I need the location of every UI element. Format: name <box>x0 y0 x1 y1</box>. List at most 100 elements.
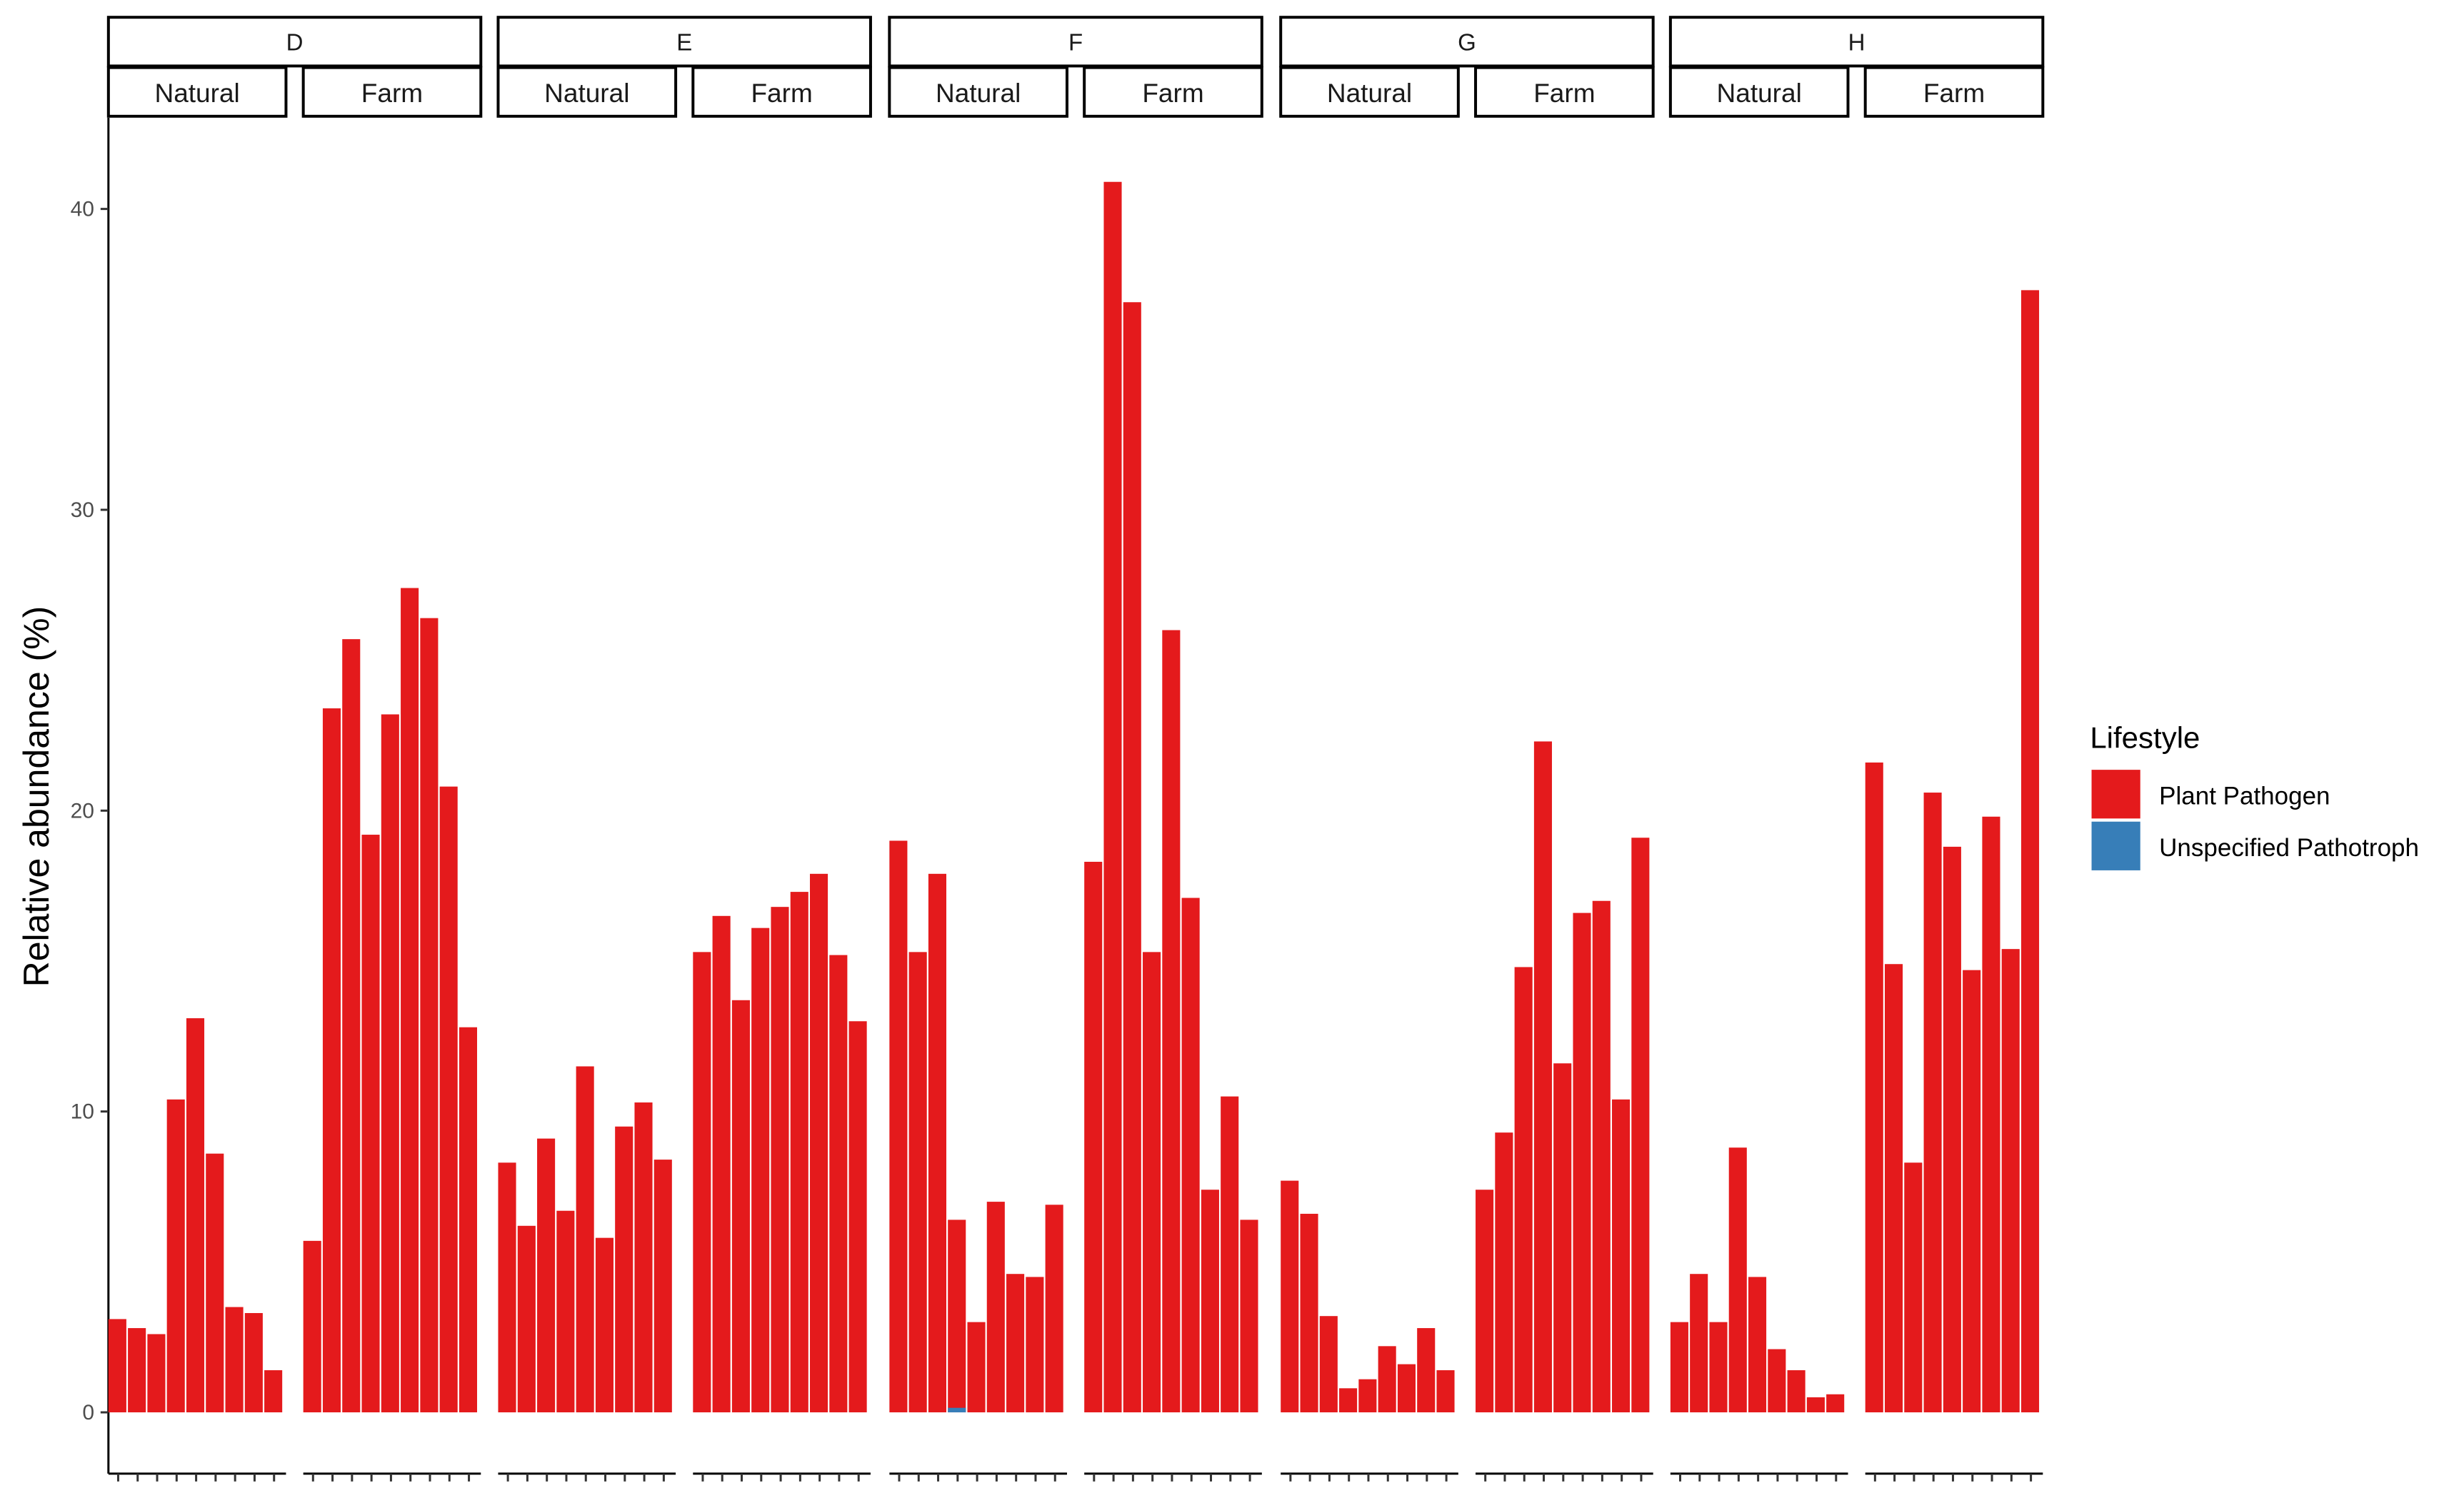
bar-plant-pathogen <box>264 1370 283 1413</box>
facet-strip-group-label: G <box>1458 29 1476 55</box>
bar-plant-pathogen <box>1826 1394 1845 1413</box>
facet-strip-sub-label: Farm <box>1923 79 1985 108</box>
bar-plant-pathogen <box>1181 898 1200 1413</box>
facet-strip-group <box>106 16 483 68</box>
facet-strip-sub-label: Natural <box>936 79 1021 108</box>
bar-plant-pathogen <box>712 915 731 1413</box>
bar-plant-pathogen <box>303 1240 321 1413</box>
bar-plant-pathogen <box>1573 913 1591 1413</box>
bar-plant-pathogen <box>1612 1099 1631 1413</box>
bar-plant-pathogen <box>186 1018 205 1413</box>
bar-plant-pathogen <box>439 786 458 1413</box>
bar-plant-pathogen <box>889 840 908 1413</box>
facet-strip-sub-label: Natural <box>544 79 629 108</box>
bar-plant-pathogen <box>128 1328 146 1413</box>
bar-plant-pathogen <box>576 1066 594 1413</box>
bar-plant-pathogen <box>829 955 848 1413</box>
bar-plant-pathogen <box>1982 816 2000 1413</box>
bar-plant-pathogen <box>751 928 770 1413</box>
bar-plant-pathogen <box>1103 181 1122 1413</box>
facet-strip-sub-label: Farm <box>751 79 812 108</box>
facet-strip-sub <box>1863 66 2045 118</box>
bar-plant-pathogen <box>615 1126 633 1413</box>
facet-strip-group-label: F <box>1068 29 1083 55</box>
facet-strip-sub-label: Farm <box>1142 79 1203 108</box>
bar-plant-pathogen <box>1709 1322 1728 1413</box>
bar-plant-pathogen <box>1358 1379 1377 1413</box>
facet-strip-sub <box>301 66 483 118</box>
bar-plant-pathogen <box>810 873 828 1413</box>
bar-plant-pathogen <box>459 1027 477 1413</box>
facet-strip-sub-label: Natural <box>1717 79 1802 108</box>
facet-strip-group <box>1668 16 2045 68</box>
bar-plant-pathogen <box>342 639 361 1413</box>
facet-strip-sub <box>496 66 678 118</box>
y-axis-title: Relative abundance (%) <box>16 606 56 987</box>
bar-plant-pathogen <box>1201 1190 1219 1413</box>
bar-plant-pathogen <box>1631 838 1650 1413</box>
bar-plant-pathogen <box>1162 630 1181 1413</box>
y-tick-label: 0 <box>82 1401 94 1424</box>
bar-plant-pathogen <box>1768 1349 1786 1413</box>
bar-plant-pathogen <box>1397 1364 1416 1413</box>
facet-strip-sub-label: Natural <box>154 79 239 108</box>
bar-plant-pathogen <box>1476 1190 1494 1413</box>
bar-plant-pathogen <box>498 1162 516 1413</box>
facet-strip-sub <box>1279 66 1460 118</box>
bar-plant-pathogen <box>206 1153 224 1413</box>
bar-plant-pathogen <box>986 1202 1005 1413</box>
bar-plant-pathogen <box>731 1000 750 1413</box>
bar-plant-pathogen <box>1592 900 1611 1413</box>
legend-key-plant-pathogen <box>2091 770 2140 819</box>
bar-plant-pathogen <box>147 1334 166 1413</box>
bar-plant-pathogen <box>225 1307 244 1413</box>
bar-plant-pathogen <box>908 952 927 1413</box>
bar-plant-pathogen <box>1748 1277 1767 1413</box>
bar-plant-pathogen <box>381 714 399 1413</box>
bar-plant-pathogen <box>1143 952 1161 1413</box>
bar-plant-pathogen <box>1436 1370 1455 1413</box>
bar-plant-pathogen <box>537 1138 556 1413</box>
bar-plant-pathogen <box>1378 1346 1396 1413</box>
bar-plant-pathogen <box>1670 1322 1688 1413</box>
bar-plant-pathogen <box>1221 1096 1239 1413</box>
bar-plant-pathogen <box>2020 290 2040 1413</box>
bar-plant-pathogen <box>1319 1316 1338 1413</box>
bar-plant-pathogen <box>1533 741 1552 1413</box>
facet-strip-group-label: D <box>286 29 304 55</box>
bar-plant-pathogen <box>1339 1388 1358 1413</box>
bar-plant-pathogen <box>1904 1162 1923 1413</box>
bar-plant-pathogen <box>108 1319 126 1413</box>
bar-plant-pathogen <box>401 588 419 1413</box>
bar-plant-pathogen <box>361 835 380 1413</box>
bar-plant-pathogen <box>1300 1213 1318 1413</box>
bar-plant-pathogen <box>928 873 946 1413</box>
bar-plant-pathogen <box>1690 1274 1708 1413</box>
bar-plant-pathogen <box>1963 970 1981 1413</box>
bar-plant-pathogen <box>1240 1220 1258 1413</box>
bar-plant-pathogen <box>517 1225 536 1413</box>
bar-plant-pathogen <box>1045 1205 1063 1413</box>
bar-plant-pathogen <box>1865 762 1883 1413</box>
bar-plant-pathogen <box>1884 964 1903 1413</box>
bar-plant-pathogen <box>1943 846 1961 1413</box>
bar-plant-pathogen <box>244 1312 263 1413</box>
bar-plant-pathogen <box>322 708 341 1413</box>
facet-strip-sub-label: Farm <box>361 79 423 108</box>
bar-plant-pathogen <box>693 952 711 1413</box>
bar-plant-pathogen <box>1787 1370 1806 1413</box>
bar-plant-pathogen <box>967 1322 986 1413</box>
legend-key-unspecified-pathotroph <box>2091 821 2140 870</box>
bar-plant-pathogen <box>556 1210 575 1413</box>
bar-plant-pathogen <box>1281 1180 1299 1413</box>
bar-plant-pathogen <box>595 1237 614 1413</box>
bar-plant-pathogen <box>420 618 439 1413</box>
facet-strip-group-label: H <box>1848 29 1865 55</box>
y-tick-label: 40 <box>71 198 94 221</box>
facet-strip-sub <box>1668 66 1850 118</box>
facet-strip-sub-label: Natural <box>1327 79 1412 108</box>
bar-plant-pathogen <box>948 1220 966 1413</box>
bar-plant-pathogen <box>1417 1328 1436 1413</box>
facet-strip-group <box>496 16 872 68</box>
